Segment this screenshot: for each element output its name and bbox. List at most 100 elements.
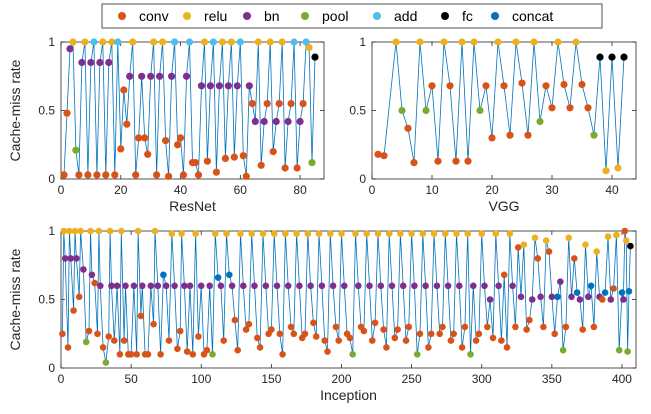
point-bn [422,282,429,290]
point-conv [117,145,125,153]
point-add [302,38,310,46]
plot-inception: 0 50 100 150 200 250 300 350 400 0 0.5 1 Inception Ca… [7,224,637,403]
point-conv [321,337,329,344]
point-conv [464,157,472,165]
point-conv [179,171,188,179]
point-relu [327,230,334,237]
point-bn [284,117,292,126]
point-conv [548,104,556,112]
point-add [290,38,298,46]
point-relu [270,230,278,237]
x-tick-label: 80 [293,183,307,197]
point-conv [194,171,203,179]
point-conv [584,104,592,112]
point-concat [226,271,233,279]
point-conv [123,120,131,128]
point-bn [251,282,258,290]
point-relu [430,230,438,237]
point-conv [416,330,424,338]
point-bn [87,58,95,67]
point-conv [450,330,458,338]
point-relu [223,230,230,237]
point-conv [452,157,460,165]
point-conv [562,323,570,331]
point-bn [228,282,236,290]
point-conv [157,351,164,358]
point-conv [176,134,185,142]
point-bn [217,282,225,290]
legend-marker-fc [441,12,449,20]
point-conv [133,351,140,358]
x-tick-label: 50 [124,372,138,386]
point-relu [572,38,580,46]
point-relu [192,230,199,237]
point-conv [137,312,145,320]
point-relu [604,233,612,240]
point-bn [537,293,544,301]
point-bn [260,117,268,126]
point-relu [315,230,323,237]
point-bn [245,82,253,90]
point-relu [440,38,448,46]
point-concat [587,282,595,290]
point-conv [310,319,317,327]
plot-resnet: 0 20 40 60 80 0 0.5 1 ResNet Cache-miss rate [7,35,325,214]
point-relu [159,38,167,46]
point-relu [168,230,176,237]
point-bn [456,282,463,290]
point-conv [63,109,71,117]
legend-marker-pool [301,12,309,20]
point-conv [551,330,558,338]
point-relu [453,230,460,237]
y-tick-label: 1 [48,224,55,238]
y-axis-label: Cache-miss rate [7,59,23,161]
point-pool [624,348,631,355]
point-concat [573,289,581,296]
point-pool [72,146,80,154]
point-conv [534,255,542,262]
point-conv [461,323,469,331]
point-conv [120,337,128,344]
point-relu [416,38,424,46]
point-bn [61,255,69,262]
point-conv [220,337,227,344]
point-relu [278,38,286,46]
point-conv [116,351,124,358]
point-relu [304,230,312,237]
plot-vgg: 0 10 20 30 40 0 0.5 1 VGG [349,35,637,214]
point-conv [84,171,92,179]
y-tick-label: 0.5 [38,104,55,118]
point-relu [99,38,107,46]
x-tick-label: 10 [425,183,439,197]
legend-label-bn: bn [264,8,280,24]
point-relu [151,227,159,235]
legend-marker-concat [491,12,499,20]
point-conv [484,323,491,331]
point-bn [197,82,206,90]
x-tick-label: 0 [58,183,65,197]
x-tick-label: 250 [402,372,422,386]
point-conv [212,168,220,176]
point-bn [122,282,129,290]
point-conv [404,124,412,132]
point-relu [408,230,415,237]
legend-marker-bn [243,12,251,20]
point-conv [165,337,173,344]
point-bn [284,282,292,290]
point-relu [458,38,466,46]
point-relu [95,227,103,235]
point-relu [542,237,550,244]
point-bn [88,271,96,279]
point-relu [554,38,562,46]
x-tick-label: 20 [114,183,128,197]
point-conv [518,79,526,87]
point-relu [66,227,73,235]
point-concat [618,289,626,296]
point-conv [162,137,170,145]
point-conv [203,157,211,165]
point-conv [287,323,295,331]
point-relu [512,38,520,46]
point-bn [557,278,564,286]
point-conv [506,131,514,139]
